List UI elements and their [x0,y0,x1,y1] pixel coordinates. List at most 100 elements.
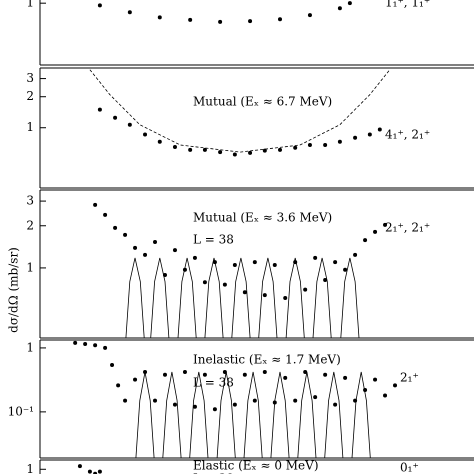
y-axis-label: dσ/dΩ (mb/sr) [7,247,21,333]
data-point [192,255,197,260]
panel [97,1,352,24]
data-point [242,290,247,295]
data-point [377,127,382,132]
panel [73,340,398,458]
data-point [242,372,247,377]
data-point [97,469,102,474]
data-point [188,147,193,152]
data-point [313,395,318,400]
data-point [127,10,132,15]
data-point [172,248,177,253]
data-point [307,142,312,147]
data-point [157,15,162,20]
data-point [283,375,288,380]
data-point [262,293,267,298]
data-point [133,377,138,382]
curve [125,257,360,338]
data-point [248,150,253,155]
data-point [262,148,267,153]
annotation: Inelastic (Eₓ ≈ 1.7 MeV) [193,353,341,367]
data-point [353,135,358,140]
data-point [93,202,98,207]
data-point [383,222,388,227]
data-point [218,150,223,155]
data-point [303,370,308,375]
data-point [110,363,115,368]
data-point [143,252,148,257]
y-tick-label: 2 [26,218,34,232]
data-point [293,398,298,403]
data-point [248,19,253,24]
data-point [93,343,98,348]
data-point [113,115,118,120]
data-point [252,260,257,265]
data-point [393,383,398,388]
data-point [202,372,207,377]
data-point [153,398,158,403]
data-point [232,402,237,407]
data-point [83,342,88,347]
data-point [202,147,207,152]
annotation: Elastic (Eₓ ≈ 0 MeV) [193,459,319,473]
data-point [218,19,223,24]
dashed-curve [89,69,391,153]
state-label: 0₁⁺ [400,461,419,474]
y-tick-label: 1 [26,120,34,134]
data-point [353,252,358,257]
data-point [232,262,237,267]
data-point [222,282,227,287]
y-tick-label: 1 [26,462,34,474]
data-point [113,225,118,230]
y-tick-label: 3 [26,71,34,85]
data-point [182,370,187,375]
data-point [212,407,217,412]
data-point [337,139,342,144]
y-tick-label: 10⁻¹ [8,404,34,418]
data-point [157,139,162,144]
data-point [97,3,102,8]
data-point [127,122,132,127]
data-point [278,17,283,22]
data-point [133,245,138,250]
annotation: L = 38 [193,233,234,247]
data-point [97,107,102,112]
data-point [307,13,312,18]
y-tick-label: 1 [26,260,34,274]
data-point [73,340,78,345]
annotation: L = 38 [193,472,234,474]
data-point [252,398,257,403]
data-point [343,267,348,272]
state-label: 1₁⁺, 1₁⁺ [385,0,430,10]
data-point [283,295,288,300]
data-point [188,17,193,22]
data-point [363,238,368,243]
data-point [323,277,328,282]
panel [77,464,102,474]
data-point [383,393,388,398]
data-point [343,375,348,380]
data-point [272,262,277,267]
y-tick-label: 2 [26,89,34,103]
annotation: Mutual (Eₓ ≈ 6.7 MeV) [193,95,332,109]
data-point [116,383,121,388]
data-point [153,240,158,245]
data-point [373,229,378,234]
data-point [143,132,148,137]
data-point [333,402,338,407]
state-label: 4₁⁺, 2₁⁺ [385,128,430,142]
data-point [303,287,308,292]
panel [93,202,388,338]
data-point [313,255,318,260]
data-point [103,345,108,350]
data-point [333,260,338,265]
annotation: L = 38 [193,376,234,390]
annotation: Mutual (Eₓ ≈ 3.6 MeV) [193,211,332,225]
data-point [367,132,372,137]
y-tick-label: 1 [26,340,34,354]
data-point [87,469,92,474]
data-point [172,402,177,407]
data-point [373,377,378,382]
data-point [278,147,283,152]
